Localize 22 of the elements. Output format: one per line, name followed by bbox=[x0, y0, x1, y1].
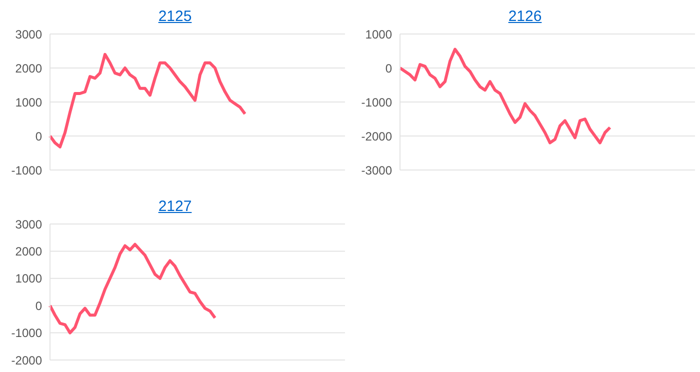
y-tick-label: 2000 bbox=[15, 244, 42, 258]
y-tick-label: 1000 bbox=[15, 272, 42, 286]
line-series bbox=[398, 48, 612, 144]
y-tick-label: 1000 bbox=[15, 95, 42, 110]
chart-title: 2125 bbox=[158, 8, 192, 25]
line-series bbox=[48, 52, 246, 148]
y-tick-label: -1000 bbox=[11, 326, 42, 340]
chart-title: 2126 bbox=[508, 8, 542, 25]
y-tick-label: -1000 bbox=[11, 163, 42, 178]
line-series bbox=[48, 242, 216, 334]
y-tick-label: -2000 bbox=[11, 353, 42, 368]
y-tick-label: -2000 bbox=[361, 129, 392, 144]
y-tick-label: 3000 bbox=[15, 27, 42, 42]
y-tick-label: 0 bbox=[385, 61, 392, 76]
chart-title: 2127 bbox=[158, 198, 192, 215]
y-tick-label: -1000 bbox=[361, 95, 392, 110]
y-tick-label: 2000 bbox=[15, 61, 42, 76]
y-tick-label: 1000 bbox=[365, 27, 392, 42]
y-tick-label: 0 bbox=[35, 129, 42, 144]
y-tick-label: 3000 bbox=[15, 217, 42, 232]
y-tick-label: 0 bbox=[35, 298, 42, 313]
y-tick-label: -3000 bbox=[361, 163, 392, 178]
